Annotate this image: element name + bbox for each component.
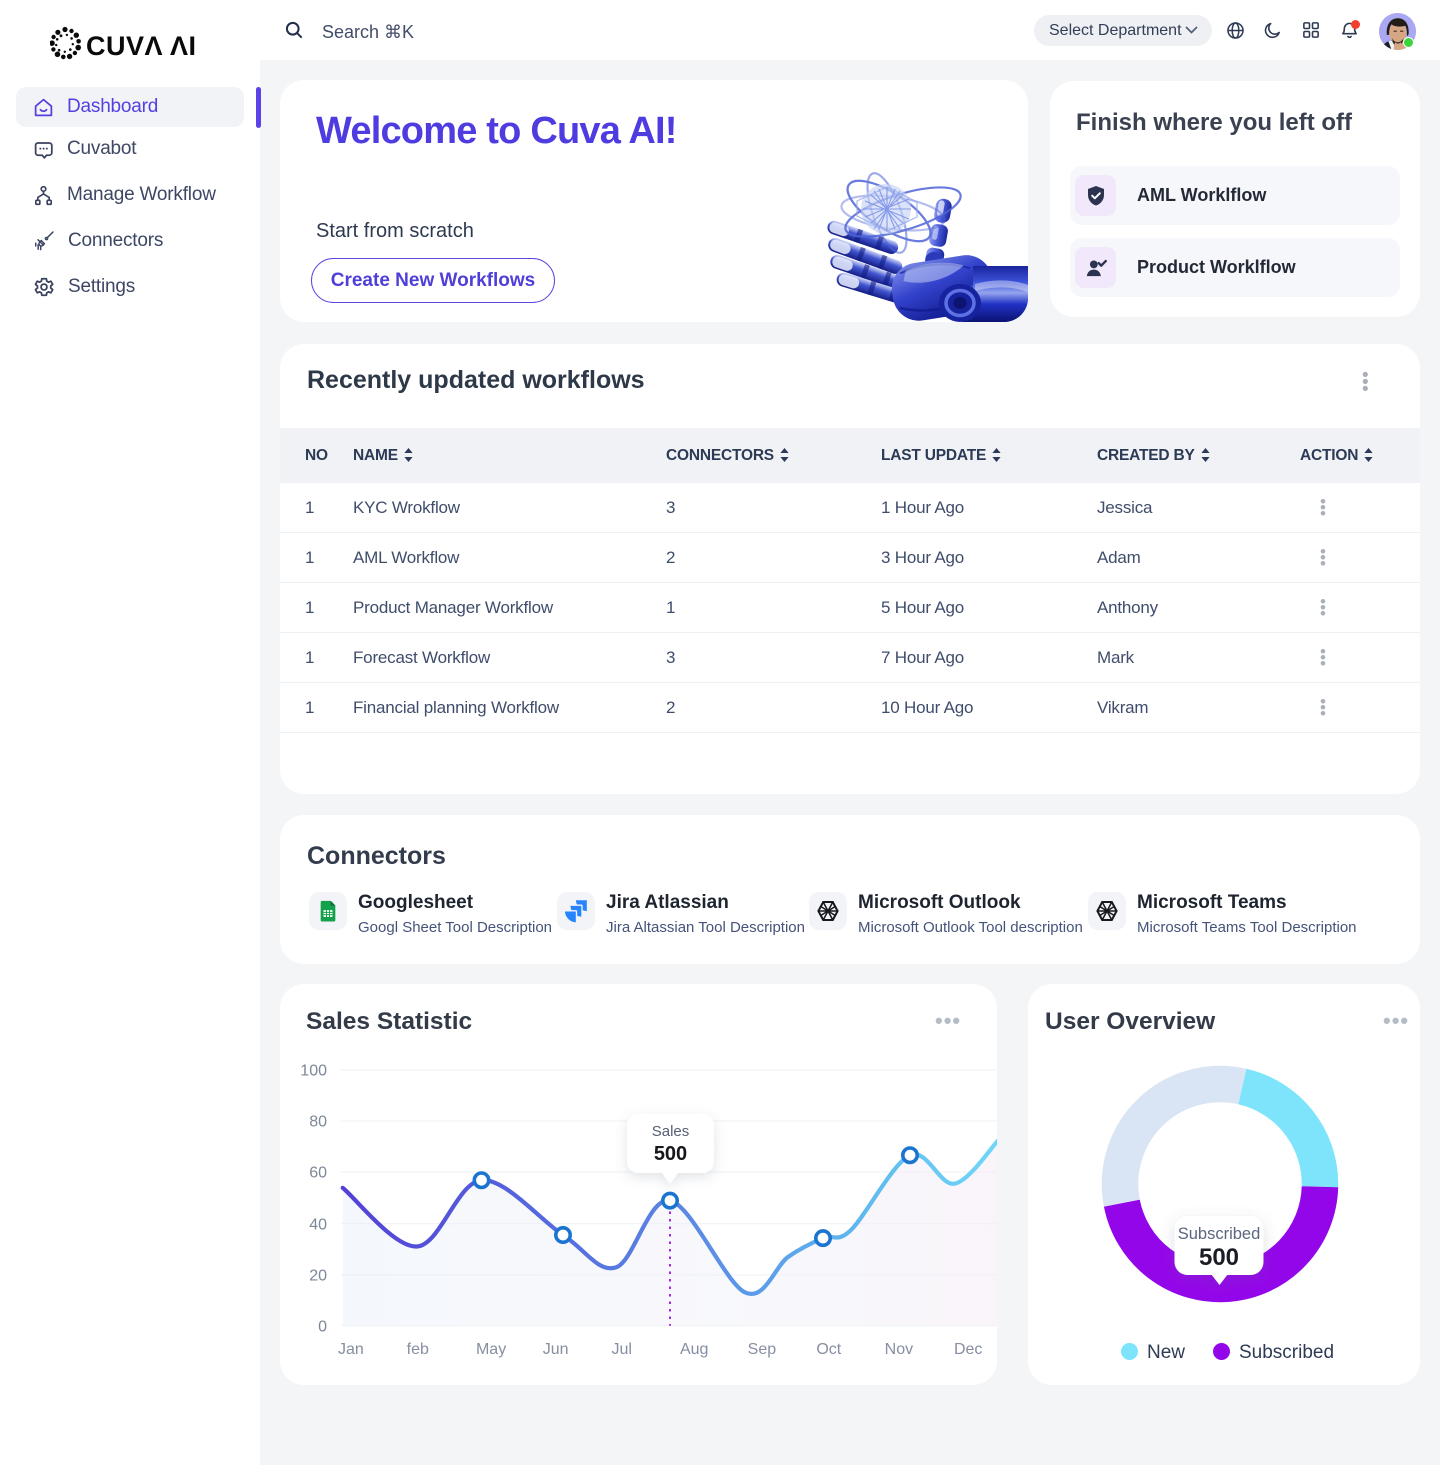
svg-text:Oct: Oct	[816, 1341, 841, 1358]
svg-text:Jun: Jun	[543, 1341, 569, 1358]
svg-text:Nov: Nov	[885, 1341, 913, 1358]
svg-text:80: 80	[309, 1114, 327, 1131]
svg-text:Subscribed: Subscribed	[1178, 1225, 1261, 1243]
svg-text:500: 500	[654, 1143, 687, 1165]
svg-text:20: 20	[309, 1267, 327, 1284]
svg-text:Sales: Sales	[652, 1123, 690, 1140]
svg-text:60: 60	[309, 1165, 327, 1182]
svg-text:feb: feb	[407, 1341, 429, 1358]
svg-text:100: 100	[300, 1063, 327, 1080]
svg-text:Aug: Aug	[680, 1341, 708, 1358]
svg-text:Jul: Jul	[611, 1341, 631, 1358]
svg-text:Sep: Sep	[748, 1341, 777, 1358]
svg-text:Dec: Dec	[954, 1341, 982, 1358]
svg-text:Jan: Jan	[338, 1341, 364, 1358]
svg-text:CUVΛ ΛI: CUVΛ ΛI	[86, 31, 197, 61]
svg-text:May: May	[476, 1341, 506, 1358]
svg-text:40: 40	[309, 1216, 327, 1233]
svg-text:500: 500	[1199, 1244, 1239, 1271]
svg-text:0: 0	[318, 1318, 327, 1335]
